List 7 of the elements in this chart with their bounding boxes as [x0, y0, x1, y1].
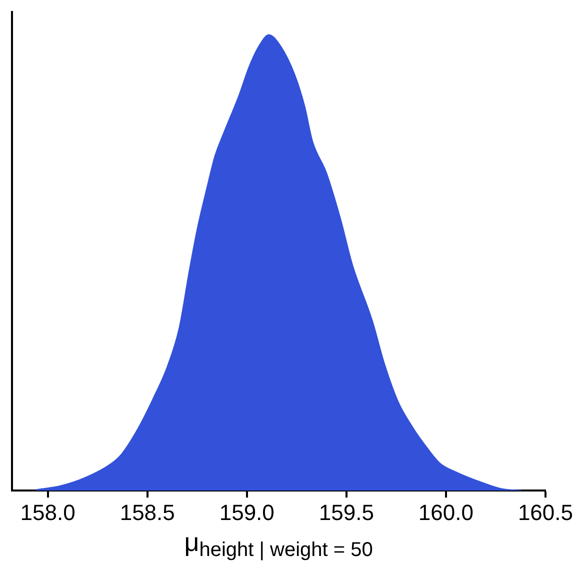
x-tick-label: 160.0: [418, 500, 474, 525]
x-tick-label: 159.5: [318, 500, 374, 525]
x-tick-label: 160.5: [518, 500, 574, 525]
x-axis-title: μ$_{height | weight = 50}$: [184, 527, 373, 561]
x-tick-label: 158.0: [20, 500, 76, 525]
x-tick-label: 159.0: [219, 500, 274, 525]
x-tick-label: 158.5: [120, 500, 175, 525]
